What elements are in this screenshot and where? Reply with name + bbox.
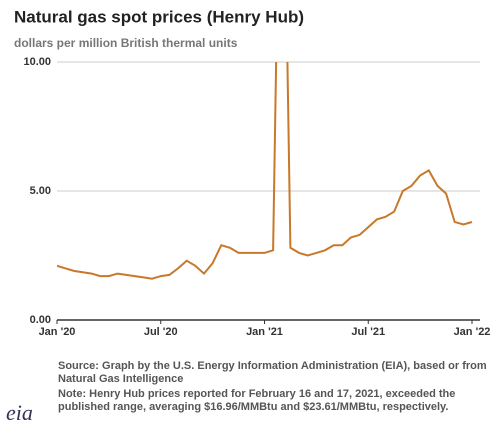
- price-line: [57, 62, 473, 280]
- x-tick-label: Jul '20: [144, 326, 178, 338]
- x-tick-label: Jul '21: [351, 326, 385, 338]
- chart-title: Natural gas spot prices (Henry Hub): [14, 7, 304, 26]
- chart: Natural gas spot prices (Henry Hub) doll…: [14, 7, 491, 338]
- source: Source: Graph by the U.S. Energy Informa…: [58, 360, 487, 385]
- chart-subtitle: dollars per million British thermal unit…: [14, 36, 238, 50]
- x-tick-label: Jan '22: [454, 326, 491, 338]
- y-tick-label: 10.00: [23, 56, 51, 68]
- y-tick-label: 0.00: [30, 314, 51, 326]
- note: Note: Henry Hub prices reported for Febr…: [58, 388, 456, 413]
- x-tick-label: Jan '21: [246, 326, 283, 338]
- x-tick-label: Jan '20: [39, 326, 76, 338]
- y-tick-label: 5.00: [30, 185, 51, 197]
- logo: eia: [6, 400, 33, 425]
